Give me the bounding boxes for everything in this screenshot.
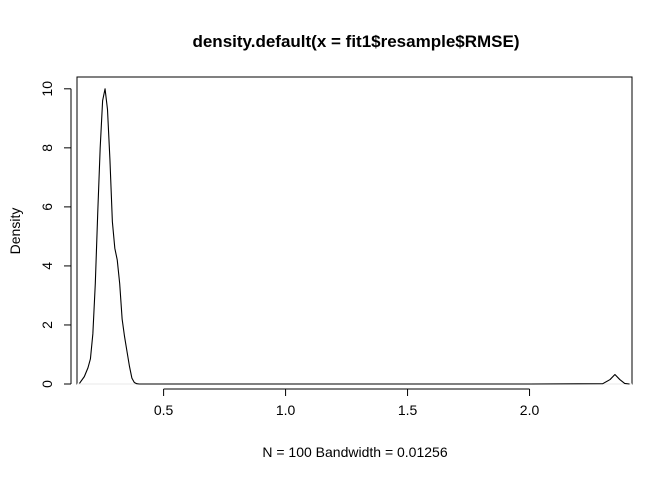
y-tick-label: 10 [39, 81, 55, 97]
x-tick-label: 1.0 [276, 402, 296, 418]
y-tick-label: 8 [39, 144, 55, 152]
y-tick-label: 2 [39, 321, 55, 329]
y-axis-label: Density [7, 208, 23, 255]
y-axis: 0 2 4 6 8 10 [39, 81, 72, 388]
density-curve-layer [78, 88, 630, 385]
x-tick-label: 2.0 [520, 402, 540, 418]
density-curve-0 [78, 88, 630, 385]
y-tick-label: 0 [39, 380, 55, 388]
x-axis-label: N = 100 Bandwidth = 0.01256 [262, 444, 447, 460]
chart-title: density.default(x = fit1$resample$RMSE) [192, 32, 519, 51]
y-tick-label: 6 [39, 203, 55, 211]
plot-frame [76, 76, 633, 385]
x-tick-label: 0.5 [154, 402, 174, 418]
x-tick-label: 1.5 [398, 402, 418, 418]
y-tick-label: 4 [39, 262, 55, 270]
x-axis: 0.5 1.0 1.5 2.0 [154, 388, 540, 418]
